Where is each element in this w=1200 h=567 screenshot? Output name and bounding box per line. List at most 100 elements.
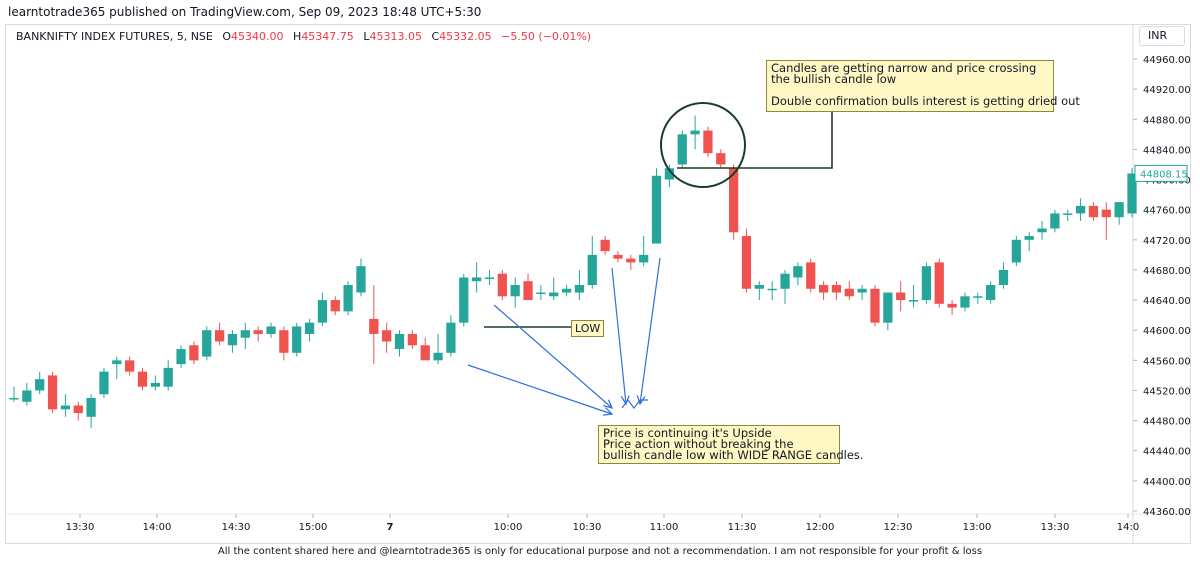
bear-candle <box>407 333 417 346</box>
bull-candle <box>163 367 173 387</box>
last-price-tag <box>1134 164 1188 182</box>
y-tick-label: 44760.00 <box>1143 206 1191 217</box>
bull-candle <box>1063 213 1073 215</box>
bull-candle <box>664 168 675 180</box>
arrow-zigzag <box>621 399 648 409</box>
y-tick-label: 44920.00 <box>1143 85 1191 96</box>
open-value: 45340.00 <box>231 30 284 43</box>
bull-candle <box>292 326 302 353</box>
bull-candle <box>227 333 238 346</box>
open-label: O <box>222 30 232 43</box>
bull-candle <box>1114 202 1124 218</box>
bear-candle <box>934 262 944 304</box>
bull-candle <box>60 405 71 410</box>
x-tick-label: 13:30 <box>66 522 95 533</box>
bear-candle <box>806 262 816 289</box>
bottom-annotation-note[interactable]: Price is continuing it's Upside Price ac… <box>598 425 864 464</box>
bull-candle <box>1037 228 1047 233</box>
bear-candle <box>1101 209 1111 218</box>
bull-candle <box>549 292 559 297</box>
currency-button[interactable]: INR <box>1139 26 1185 46</box>
bear-candle <box>831 285 842 293</box>
bear-candle <box>626 258 636 263</box>
bull-candle <box>857 288 867 293</box>
y-tick-label: 44680.00 <box>1143 266 1191 277</box>
y-tick-label: 44360.00 <box>1143 507 1191 518</box>
x-tick-label: 11:30 <box>728 522 757 533</box>
bull-candle <box>1011 239 1021 263</box>
low-label: L <box>363 30 370 43</box>
bull-candle <box>433 352 443 361</box>
chart-legend: BANKNIFTY INDEX FUTURES, 5, NSE O45340.0… <box>16 30 591 43</box>
y-tick-label: 44840.00 <box>1143 145 1191 156</box>
bull-candle <box>587 254 597 285</box>
bull-candle <box>1127 173 1137 214</box>
trend-arrow-4-head <box>636 395 646 406</box>
bull-candle <box>202 330 212 357</box>
bull-candle <box>86 398 96 417</box>
symbol-name[interactable]: BANKNIFTY INDEX FUTURES, 5, NSE <box>16 30 213 43</box>
y-tick-label: 44720.00 <box>1143 236 1191 247</box>
bull-candle <box>394 333 405 350</box>
bull-candle <box>908 300 919 302</box>
y-tick-label: 44400.00 <box>1143 477 1191 488</box>
x-tick-label: 10:00 <box>494 522 523 533</box>
bear-candle <box>600 239 610 252</box>
y-tick-label: 44440.00 <box>1143 447 1191 458</box>
bull-candle <box>973 296 983 298</box>
highlight-circle <box>660 102 746 188</box>
bull-candle <box>1075 205 1086 214</box>
chart-frame <box>5 24 1191 544</box>
bear-candle <box>279 330 289 353</box>
x-tick-label: 15:00 <box>299 522 328 533</box>
bull-candle <box>1050 213 1060 229</box>
bear-candle <box>497 273 507 297</box>
bull-candle <box>150 382 160 387</box>
bear-candle <box>420 345 430 361</box>
trend-arrow-4 <box>639 257 661 405</box>
bull-candle <box>35 379 45 391</box>
bull-candle <box>22 390 32 402</box>
bull-candle <box>651 175 662 244</box>
trend-arrow-1 <box>467 364 613 415</box>
bear-candle <box>1088 205 1099 218</box>
note-connector-line <box>677 112 833 169</box>
bull-candle <box>99 371 109 395</box>
bull-candle <box>304 322 315 334</box>
bull-candle <box>574 285 585 293</box>
bear-candle <box>716 153 726 165</box>
bear-candle <box>253 330 263 334</box>
bear-candle <box>47 375 58 410</box>
x-tick-label: 14:0 <box>1117 522 1139 533</box>
x-tick-label: 13:30 <box>1041 522 1070 533</box>
bear-candle <box>382 330 392 342</box>
disclaimer-footer: All the content shared here and @learnto… <box>217 546 983 557</box>
trend-arrow-2 <box>493 304 613 409</box>
bull-candle <box>343 285 353 312</box>
x-tick-label: 7 <box>387 522 394 533</box>
bear-candle <box>523 281 533 301</box>
bear-candle <box>73 405 83 414</box>
x-tick-label: 11:00 <box>650 522 679 533</box>
bull-candle <box>510 285 520 297</box>
bull-candle <box>484 277 495 279</box>
bull-candle <box>317 300 328 323</box>
bear-candle <box>613 254 623 259</box>
bull-candle <box>266 326 276 334</box>
bear-candle <box>125 360 135 372</box>
bear-candle <box>870 288 880 323</box>
bull-candle <box>471 277 482 282</box>
low-annotation-tag[interactable]: LOW <box>571 320 605 337</box>
y-tick-label: 44960.00 <box>1143 55 1191 66</box>
bull-candle <box>536 292 546 295</box>
bull-candle <box>998 269 1009 285</box>
y-tick-label: 44520.00 <box>1143 386 1191 397</box>
bear-candle <box>137 371 148 387</box>
y-tick-label: 44480.00 <box>1143 417 1191 428</box>
low-value: 45313.05 <box>369 30 422 43</box>
bear-candle <box>896 292 906 301</box>
bear-candle <box>214 330 225 342</box>
top-annotation-note[interactable]: Candles are getting narrow and price cro… <box>766 60 1080 112</box>
bear-candle <box>330 300 340 312</box>
